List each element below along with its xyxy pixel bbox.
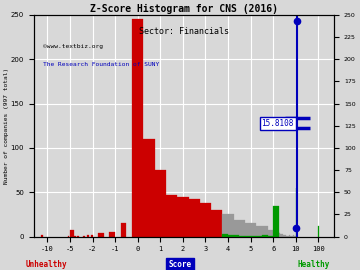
Bar (267, 236, 273, 237)
Bar (83, 236, 85, 237)
Text: ©www.textbiz.org: ©www.textbiz.org (43, 44, 103, 49)
Bar (294, 236, 296, 237)
Bar (234, 220, 245, 237)
Bar (222, 214, 234, 237)
Text: Score: Score (168, 260, 192, 269)
Bar (132, 19, 143, 237)
Bar (290, 236, 292, 237)
Bar (143, 139, 155, 237)
Bar (282, 234, 283, 237)
Bar (287, 236, 289, 237)
Text: Unhealthy: Unhealthy (26, 260, 68, 269)
Bar (228, 235, 234, 237)
Bar (41, 235, 43, 237)
Bar (177, 197, 189, 237)
Text: Sector: Financials: Sector: Financials (139, 27, 229, 36)
Bar (256, 236, 262, 237)
Bar (278, 232, 279, 237)
Bar (222, 234, 228, 237)
Bar (289, 235, 290, 237)
Bar (267, 230, 275, 237)
Text: Healthy: Healthy (297, 260, 329, 269)
Bar (91, 235, 93, 237)
Bar (98, 233, 104, 237)
Bar (74, 236, 76, 237)
Bar (239, 236, 245, 237)
Bar (245, 236, 251, 237)
Bar (87, 235, 89, 237)
Bar (166, 195, 177, 237)
Bar (77, 236, 79, 237)
Text: The Research Foundation of SUNY: The Research Foundation of SUNY (43, 62, 159, 66)
Bar (211, 210, 222, 237)
Bar (109, 232, 115, 237)
Bar (70, 230, 74, 237)
Bar (262, 235, 267, 237)
Bar (276, 232, 278, 237)
Bar (251, 236, 256, 237)
Bar (284, 235, 286, 237)
Bar (245, 223, 256, 237)
Title: Z-Score Histogram for CNS (2016): Z-Score Histogram for CNS (2016) (90, 4, 278, 14)
Bar (293, 235, 294, 237)
Y-axis label: Number of companies (997 total): Number of companies (997 total) (4, 68, 9, 184)
Bar (121, 223, 126, 237)
Bar (318, 226, 319, 237)
Text: 15.8108: 15.8108 (261, 119, 294, 128)
Bar (189, 199, 200, 237)
Bar (275, 231, 276, 237)
Bar (292, 236, 293, 237)
Bar (283, 235, 284, 237)
Bar (234, 235, 239, 237)
Bar (68, 236, 69, 237)
Bar (200, 203, 211, 237)
Bar (256, 226, 267, 237)
Bar (279, 233, 280, 237)
Bar (155, 170, 166, 237)
Bar (286, 236, 287, 237)
Bar (280, 234, 282, 237)
Bar (273, 205, 279, 237)
